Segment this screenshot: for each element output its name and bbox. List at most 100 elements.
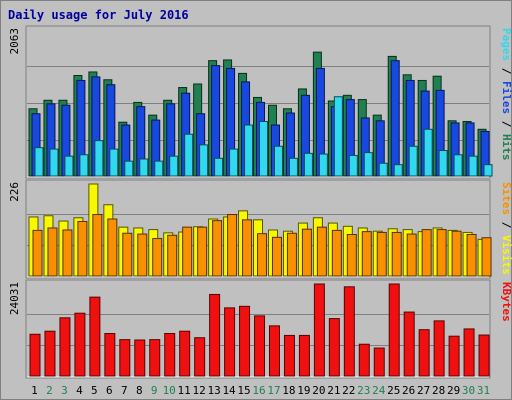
kbytes-bar-kbytes-day-5 [89,296,101,377]
kbytes-bar-kbytes-day-22 [343,286,355,377]
hits-bar-pages-day-7 [124,160,134,177]
x-tick-label: 12 [193,384,206,397]
x-tick-label: 20 [312,384,325,397]
hits-bar-pages-day-21 [333,96,343,177]
legend-sites: Sites [500,182,512,215]
x-tick-label: 13 [207,384,220,397]
hits-bar-pages-day-31 [483,164,493,177]
hits-bar-pages-day-13 [214,157,224,177]
visits-legend-label: Sites / Visits [500,182,512,275]
kbytes-bar-kbytes-day-12 [194,337,206,377]
x-tick-label: 17 [267,384,280,397]
kbytes-bar-kbytes-day-21 [328,318,340,377]
hits-ymax-label: 2063 [8,28,21,55]
x-tick-label: 28 [432,384,445,397]
x-tick-label: 6 [106,384,113,397]
legend-hits: Hits [500,134,512,161]
kbytes-bar-kbytes-day-23 [358,343,370,377]
hits-bar-pages-day-18 [288,157,298,177]
legend-separator: / [500,215,512,235]
kbytes-bar-kbytes-day-16 [254,315,266,377]
hits-bar-pages-day-30 [468,155,478,177]
visits-bar-sites-day-27 [421,229,432,277]
hits-bar-pages-day-26 [408,145,418,177]
hits-bar-pages-day-1 [34,147,44,177]
kbytes-bar-kbytes-day-1 [29,333,41,377]
x-tick-label: 8 [136,384,143,397]
visits-bar-sites-day-9 [152,238,163,277]
x-tick-label: 26 [402,384,415,397]
kbytes-bar-kbytes-day-17 [268,325,280,377]
x-tick-label: 22 [342,384,355,397]
hits-bar-pages-day-29 [453,154,463,177]
visits-bar-sites-day-18 [286,232,297,277]
kbytes-legend-label: KBytes [500,282,512,322]
visits-ymax-label: 226 [8,182,21,202]
hits-bar-pages-day-20 [318,153,328,177]
x-tick-label: 15 [237,384,250,397]
visits-bar-sites-day-29 [451,230,462,277]
kbytes-bar-kbytes-day-9 [149,339,161,377]
hits-bar-pages-day-9 [154,160,164,177]
kbytes-panel: 24031 KBytes [8,279,512,379]
x-tick-label: 19 [297,384,310,397]
visits-bar-sites-day-21 [331,229,342,277]
kbytes-bar-kbytes-day-24 [373,347,385,377]
kbytes-bar-kbytes-day-26 [403,311,415,377]
hits-bar-pages-day-8 [139,158,149,177]
visits-bar-sites-day-17 [271,236,282,277]
kbytes-bar-kbytes-day-8 [134,339,146,377]
x-tick-label: 30 [462,384,475,397]
hits-bar-pages-day-10 [169,155,179,177]
kbytes-bar-kbytes-day-28 [433,320,445,377]
x-tick-label: 27 [417,384,430,397]
x-tick-label: 3 [61,384,68,397]
visits-bar-sites-day-3 [62,229,73,277]
kbytes-bar-kbytes-day-20 [313,283,325,377]
legend-separator: / [500,61,512,81]
kbytes-bar-kbytes-day-15 [239,305,251,377]
visits-bar-sites-day-31 [481,237,492,277]
hits-bar-pages-day-19 [303,152,313,177]
visits-bar-sites-day-2 [47,227,58,277]
visits-panel: 226 Sites / Visits [8,179,512,279]
visits-bar-sites-day-19 [301,228,312,277]
kbytes-bar-kbytes-day-3 [59,317,71,377]
kbytes-bar-kbytes-day-10 [164,333,176,377]
hits-bar-pages-day-23 [363,152,373,177]
visits-bar-sites-day-11 [182,226,193,277]
kbytes-bar-kbytes-day-6 [104,333,116,377]
kbytes-bar-kbytes-day-19 [298,334,310,377]
kbytes-bar-kbytes-day-29 [448,335,460,377]
x-tick-label: 2 [46,384,53,397]
x-tick-label: 16 [252,384,265,397]
x-tick-label: 9 [151,384,158,397]
visits-bar-sites-day-25 [391,231,402,277]
hits-bar-pages-day-28 [438,150,448,177]
x-tick-label: 25 [387,384,400,397]
chart-title: Daily usage for July 2016 [8,8,189,22]
hits-bar-pages-day-27 [423,128,433,177]
visits-bar-sites-day-23 [361,231,372,277]
hits-bar-pages-day-5 [94,140,104,177]
visits-bar-sites-day-28 [436,229,447,277]
hits-bar-pages-day-12 [199,144,209,177]
legend-kbytes: KBytes [500,282,512,322]
visits-bar-sites-day-10 [167,234,178,277]
kbytes-bar-kbytes-day-27 [418,329,430,377]
kbytes-bar-kbytes-day-2 [44,330,56,377]
x-tick-label: 29 [447,384,460,397]
x-tick-label: 5 [91,384,98,397]
hits-bar-pages-day-11 [184,133,194,177]
x-tick-label: 14 [222,384,236,397]
visits-bar-sites-day-6 [107,218,118,277]
kbytes-bar-kbytes-day-31 [478,334,490,377]
x-tick-label: 7 [121,384,128,397]
visits-bar-sites-day-12 [197,226,208,277]
visits-bar-sites-day-14 [227,214,238,277]
kbytes-ymax-label: 24031 [8,282,21,315]
hits-bar-pages-day-25 [393,164,403,177]
x-tick-label: 10 [163,384,176,397]
kbytes-bar-kbytes-day-25 [388,283,400,377]
kbytes-bar-kbytes-day-14 [224,307,236,377]
